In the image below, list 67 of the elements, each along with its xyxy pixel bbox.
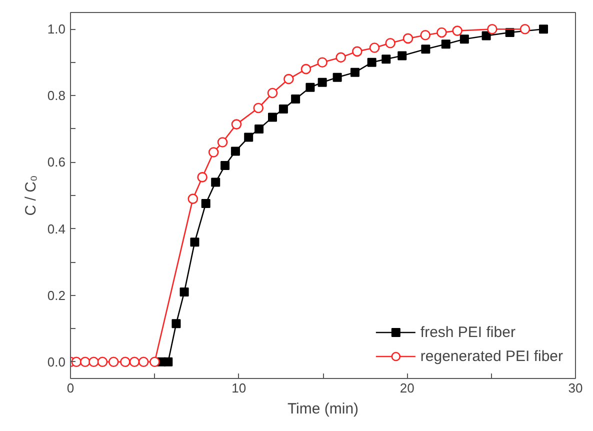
y-axis-title: C / C₀ [22, 175, 40, 216]
point [352, 46, 362, 57]
y-tick-label: 0.2 [47, 288, 66, 303]
point [520, 24, 530, 34]
y-tick-label: 0.4 [47, 221, 66, 236]
point [190, 238, 200, 247]
point [278, 104, 288, 114]
point [230, 146, 240, 156]
point [317, 57, 328, 68]
point [220, 161, 230, 170]
x-tick-label: 10 [232, 380, 246, 396]
point [539, 24, 548, 34]
point [97, 356, 108, 368]
point [284, 74, 294, 84]
point [482, 31, 491, 40]
point [367, 58, 376, 67]
point [300, 64, 312, 74]
point [441, 40, 450, 49]
point [421, 44, 430, 54]
point [120, 356, 130, 368]
point [201, 198, 210, 208]
point [291, 94, 300, 104]
legend-label: fresh PEI fiber [420, 324, 516, 340]
legend-label: regenerated PEI fiber [420, 348, 563, 364]
point [452, 26, 462, 36]
point [211, 178, 220, 187]
point [350, 68, 360, 77]
y-tick-label: 1.0 [47, 22, 66, 37]
y-tick-label: 0.6 [47, 154, 66, 170]
point [460, 34, 469, 44]
point [244, 132, 254, 142]
point [402, 33, 414, 44]
y-tick-label: 0.8 [47, 88, 66, 104]
point [369, 42, 380, 53]
x-tick-label: 30 [568, 380, 583, 396]
point [80, 356, 90, 368]
x-axis-title: Time (min) [287, 400, 359, 418]
y-tick-label: 0.0 [47, 354, 66, 370]
point [385, 38, 396, 48]
point [420, 30, 430, 40]
point [88, 356, 99, 368]
point [188, 194, 198, 204]
point [180, 287, 189, 296]
x-tick-label: 20 [400, 380, 414, 396]
point [217, 137, 228, 148]
point [129, 356, 140, 368]
point [172, 319, 181, 328]
point [267, 88, 278, 98]
point [253, 102, 264, 114]
point [164, 357, 173, 366]
point [306, 82, 315, 92]
point [318, 78, 327, 87]
point [382, 54, 391, 64]
point [231, 119, 242, 130]
point [208, 147, 219, 158]
point [398, 51, 407, 60]
point [336, 52, 346, 63]
point [197, 172, 208, 182]
point [108, 356, 119, 368]
point [138, 356, 149, 368]
point [268, 112, 277, 122]
point [487, 24, 498, 34]
point [150, 356, 160, 368]
point [254, 124, 264, 134]
x-tick-label: 0 [66, 380, 74, 396]
point [436, 27, 447, 38]
point [332, 72, 342, 82]
